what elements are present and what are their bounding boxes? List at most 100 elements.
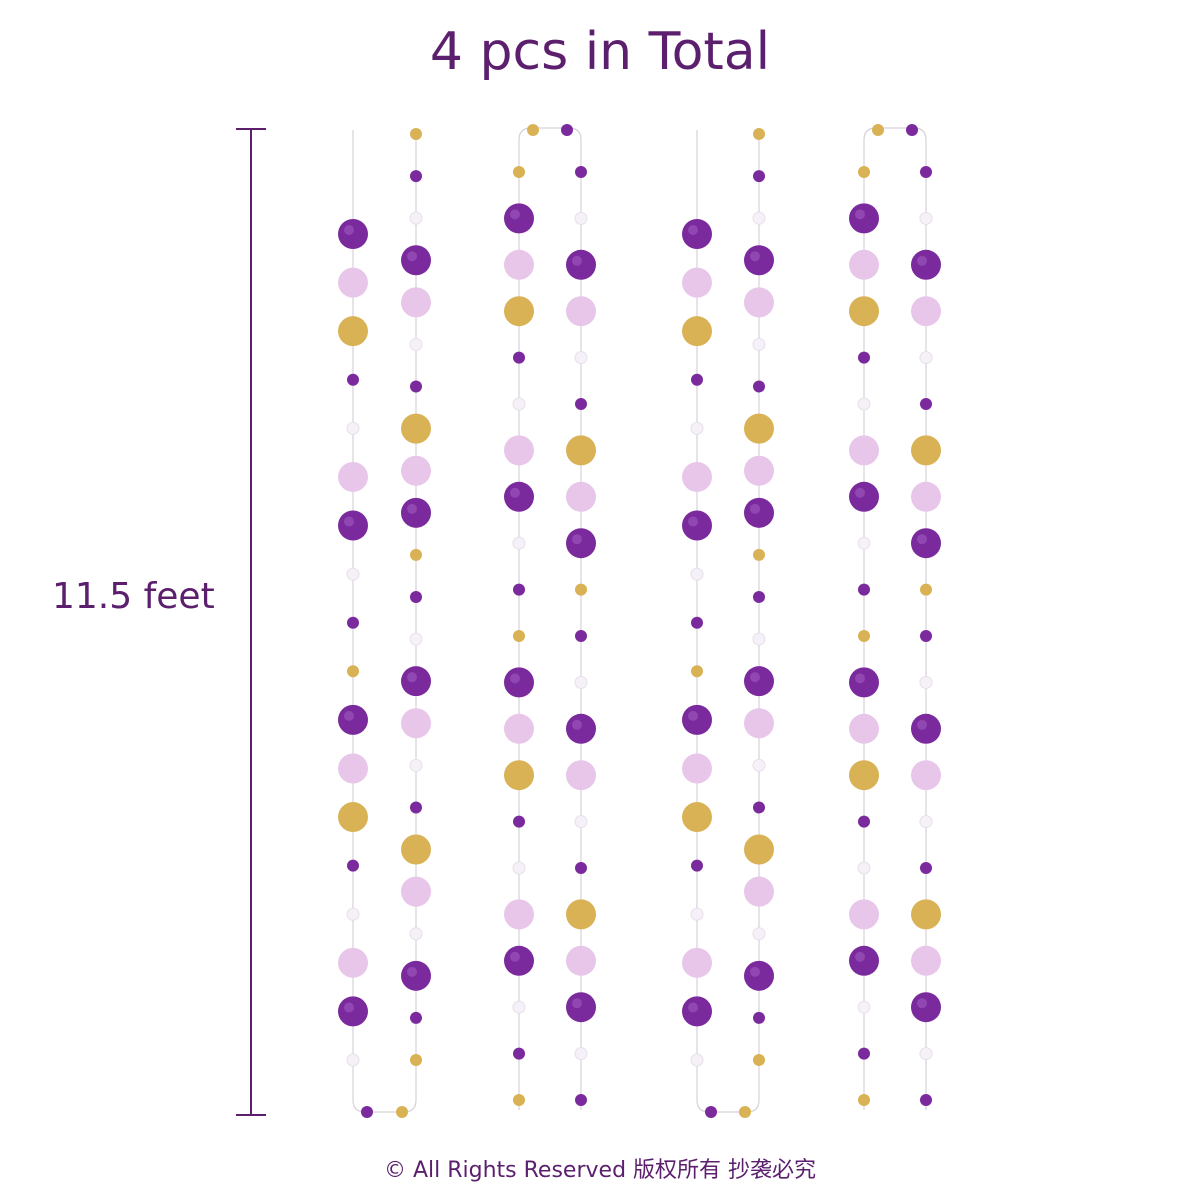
gold-small-bead — [920, 583, 932, 596]
purple-small-bead — [691, 373, 703, 386]
garland-2 — [504, 124, 596, 1110]
white-small-bead — [574, 1047, 588, 1061]
bead-highlight — [407, 503, 417, 514]
pink-bead — [682, 753, 712, 784]
white-small-bead — [512, 397, 526, 411]
white-small-bead — [919, 675, 933, 689]
white-small-bead — [752, 758, 766, 772]
purple-small-bead — [705, 1106, 717, 1118]
garland-string — [863, 127, 927, 1110]
white-small-bead — [574, 351, 588, 365]
purple-bead — [911, 528, 941, 559]
white-small-bead — [752, 337, 766, 351]
purple-bead — [682, 219, 712, 249]
bead-highlight — [407, 966, 417, 977]
garlands-layer — [338, 124, 941, 1118]
gold-bead — [401, 834, 431, 865]
purple-small-bead — [575, 166, 587, 178]
gold-bead — [911, 435, 941, 466]
purple-small-bead — [858, 351, 870, 364]
garland-4 — [849, 124, 941, 1110]
white-small-bead — [857, 1000, 871, 1014]
bead-highlight — [917, 534, 927, 545]
white-small-bead — [857, 397, 871, 411]
pink-bead — [911, 760, 941, 791]
purple-small-bead — [575, 862, 587, 874]
purple-small-bead — [920, 398, 932, 410]
gold-small-bead — [858, 1094, 870, 1106]
pink-bead — [401, 876, 431, 907]
bead-highlight — [855, 951, 865, 962]
gold-small-bead — [396, 1106, 408, 1118]
white-small-bead — [409, 337, 423, 351]
purple-small-bead — [920, 166, 932, 178]
gold-small-bead — [858, 630, 870, 642]
white-small-bead — [409, 758, 423, 772]
purple-bead — [338, 704, 368, 735]
purple-bead — [744, 497, 774, 528]
length-label: 11.5 feet — [52, 576, 215, 617]
bead-highlight — [572, 534, 582, 545]
pink-bead — [338, 753, 368, 784]
white-small-bead — [574, 675, 588, 689]
bead-highlight — [855, 209, 865, 220]
gold-small-bead — [753, 1054, 765, 1066]
white-small-bead — [752, 211, 766, 225]
bead-highlight — [344, 516, 354, 527]
pink-bead — [401, 455, 431, 486]
bead-highlight — [572, 255, 582, 266]
purple-bead — [401, 666, 431, 697]
bead-highlight — [688, 225, 698, 235]
garland-string — [352, 130, 417, 1113]
purple-small-bead — [513, 815, 525, 828]
measurement-bracket — [236, 128, 266, 1116]
pink-bead — [849, 249, 879, 280]
purple-small-bead — [753, 591, 765, 603]
pink-bead — [911, 296, 941, 327]
bead-highlight — [344, 710, 354, 721]
gold-bead — [849, 760, 879, 791]
purple-bead — [911, 713, 941, 744]
gold-bead — [849, 296, 879, 327]
gold-bead — [504, 760, 534, 791]
white-small-bead — [857, 536, 871, 550]
bead-highlight — [688, 1002, 698, 1013]
pink-bead — [849, 899, 879, 930]
purple-small-bead — [410, 591, 422, 603]
purple-bead — [401, 960, 431, 991]
pink-bead — [338, 267, 368, 298]
bead-highlight — [572, 719, 582, 730]
bead-highlight — [855, 487, 865, 498]
purple-small-bead — [347, 616, 359, 629]
pink-bead — [911, 481, 941, 512]
purple-bead — [504, 481, 534, 512]
bead-highlight — [688, 710, 698, 721]
purple-bead — [849, 481, 879, 512]
purple-small-bead — [561, 124, 573, 136]
white-small-bead — [690, 567, 704, 581]
bead-highlight — [917, 719, 927, 730]
purple-bead — [338, 219, 368, 249]
gold-bead — [744, 834, 774, 865]
bead-highlight — [510, 209, 520, 220]
gold-bead — [338, 316, 368, 347]
white-small-bead — [919, 351, 933, 365]
purple-small-bead — [691, 616, 703, 629]
pink-bead — [744, 287, 774, 318]
purple-small-bead — [575, 1094, 587, 1106]
purple-small-bead — [753, 1011, 765, 1024]
purple-bead — [744, 245, 774, 276]
garland-string — [696, 130, 760, 1113]
gold-small-bead — [858, 166, 870, 178]
purple-bead — [911, 249, 941, 280]
purple-small-bead — [513, 1047, 525, 1060]
purple-small-bead — [753, 380, 765, 393]
white-small-bead — [690, 421, 704, 435]
pink-bead — [682, 461, 712, 492]
purple-bead — [566, 992, 596, 1023]
bead-highlight — [407, 251, 417, 262]
white-small-bead — [346, 907, 360, 921]
white-small-bead — [409, 211, 423, 225]
purple-bead — [338, 996, 368, 1027]
gold-small-bead — [527, 124, 539, 136]
